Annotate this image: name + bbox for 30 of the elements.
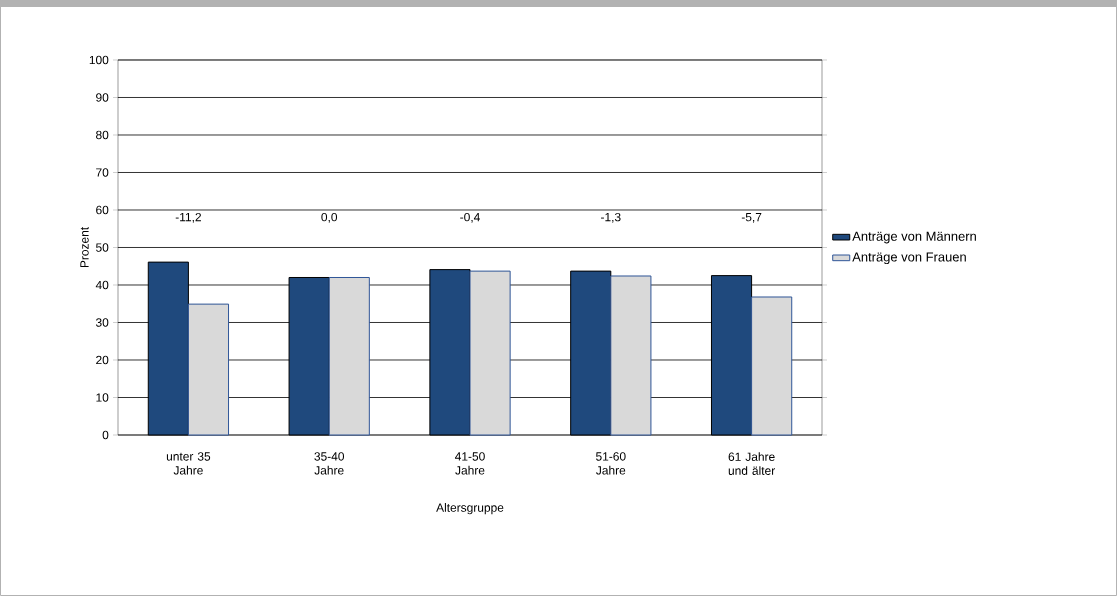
annotation: 0,0: [321, 212, 338, 223]
annotation: -5,7: [741, 213, 762, 223]
annotation: -11,2: [175, 212, 201, 223]
x-tick-label: 61 Jahre und älter: [728, 452, 775, 475]
bar: [610, 275, 652, 436]
y-tick-label: 60: [96, 205, 109, 215]
bar: [187, 303, 230, 436]
y-tick-label: 80: [96, 130, 109, 140]
legend-label: Anträge von Frauen: [852, 252, 966, 265]
y-tick-label: 30: [95, 318, 109, 327]
x-tick-label: unter 35 Jahre: [166, 452, 211, 475]
y-tick-label: 70: [96, 168, 109, 177]
x-axis-title: Altersgruppe: [436, 503, 504, 515]
y-tick-label: 50: [96, 243, 109, 252]
y-tick-label: 100: [89, 55, 109, 65]
bar: [751, 296, 793, 436]
bar: [469, 270, 511, 436]
legend-label: Anträge von Männern: [852, 231, 976, 244]
y-tick-label: 40: [95, 280, 109, 290]
y-axis-title: Prozent: [80, 226, 89, 268]
y-tick-label: 0: [102, 430, 109, 440]
annotation: -1,3: [601, 212, 621, 223]
y-tick-label: 20: [96, 355, 109, 365]
y-tick-label: 90: [96, 93, 109, 102]
x-tick-label: 51-60 Jahre: [596, 452, 626, 475]
y-tick-label: 10: [96, 393, 109, 402]
annotation: -0,4: [460, 212, 480, 223]
x-tick-label: 35-40 Jahre: [314, 452, 345, 475]
bar: [328, 277, 370, 436]
x-tick-label: 41-50 Jahre: [455, 452, 485, 475]
